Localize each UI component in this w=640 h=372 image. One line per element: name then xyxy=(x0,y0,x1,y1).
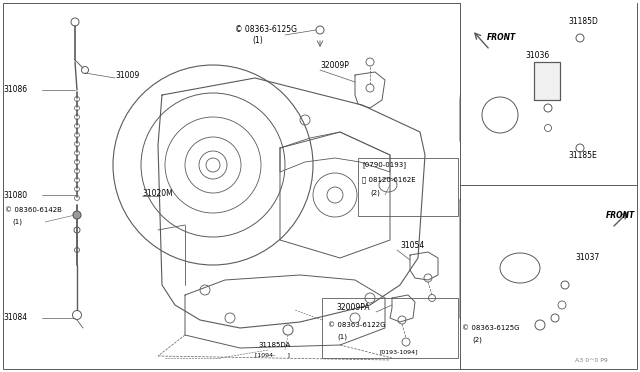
Text: 31185DA: 31185DA xyxy=(258,342,291,348)
Text: 31080: 31080 xyxy=(3,190,27,199)
Text: (1): (1) xyxy=(337,334,347,340)
Text: 31086: 31086 xyxy=(3,86,27,94)
Text: © 08363-6122G: © 08363-6122G xyxy=(328,322,385,328)
Text: 31009: 31009 xyxy=(115,71,140,80)
Text: FRONT: FRONT xyxy=(487,33,516,42)
Text: [1094-      ]: [1094- ] xyxy=(255,353,290,357)
Text: © 08363-6125G: © 08363-6125G xyxy=(235,26,297,35)
Bar xyxy=(322,298,458,358)
Text: 31185D: 31185D xyxy=(568,17,598,26)
Text: 32009P: 32009P xyxy=(320,61,349,70)
Bar xyxy=(358,158,458,216)
Text: 31084: 31084 xyxy=(3,314,27,323)
Text: (1): (1) xyxy=(252,35,263,45)
Text: (1): (1) xyxy=(12,219,22,225)
Bar xyxy=(461,3,637,184)
Text: 31020M: 31020M xyxy=(142,189,173,198)
Text: © 08360-6142B: © 08360-6142B xyxy=(5,207,62,213)
Text: 31036: 31036 xyxy=(525,51,549,60)
Text: [0790-0193]: [0790-0193] xyxy=(362,161,406,169)
Text: © 08363-6125G: © 08363-6125G xyxy=(462,325,520,331)
Text: 31185E: 31185E xyxy=(568,151,596,160)
Bar xyxy=(461,186,637,369)
Bar xyxy=(534,62,560,100)
Text: Ⓑ 08120-6162E: Ⓑ 08120-6162E xyxy=(362,177,415,183)
Text: 31037: 31037 xyxy=(575,253,599,263)
Text: A3 0^0 P9: A3 0^0 P9 xyxy=(575,357,608,362)
Text: 32009PA: 32009PA xyxy=(336,304,370,312)
Text: (2): (2) xyxy=(472,337,482,343)
Circle shape xyxy=(73,211,81,219)
Text: [0193-1094]: [0193-1094] xyxy=(380,350,419,355)
Text: FRONT: FRONT xyxy=(606,212,636,221)
Text: 31054: 31054 xyxy=(400,241,424,250)
Bar xyxy=(534,62,560,100)
Text: (2): (2) xyxy=(370,190,380,196)
